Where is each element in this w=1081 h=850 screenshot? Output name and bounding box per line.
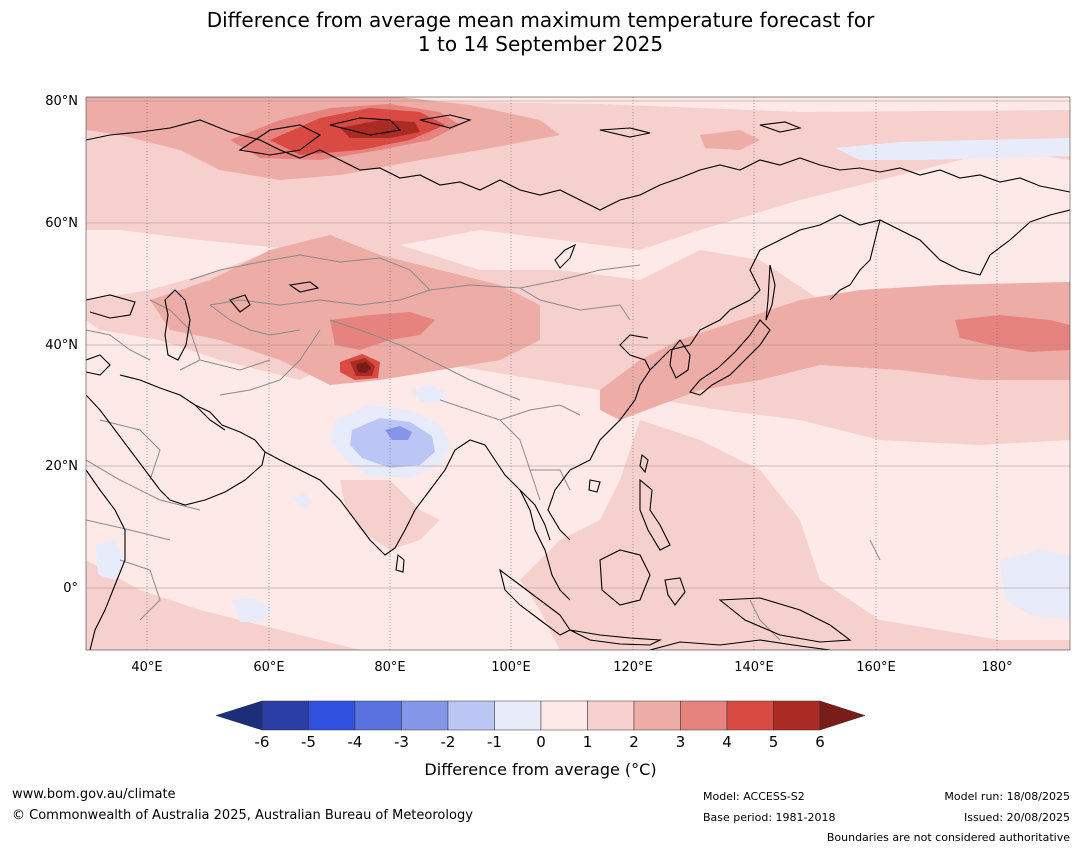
lon-tick-label: 180° <box>981 660 1013 675</box>
colorbar-over-arrow <box>819 700 866 731</box>
footer-issued: Issued: 20/08/2025 <box>963 811 1070 824</box>
colorbar-tick-label: 6 <box>815 733 825 751</box>
anomaly-minus-3-2-india <box>385 426 412 440</box>
colorbar-tick-label: 2 <box>629 733 639 751</box>
anomaly-minus-1-0-pacific-south <box>1000 550 1070 620</box>
anomaly-2-3-east-siberia <box>700 130 760 150</box>
colorbar-under-arrow <box>215 700 263 731</box>
colorbar-tick-label: -2 <box>440 733 456 751</box>
coastlines <box>86 114 1070 650</box>
anomaly-3-4-tibet <box>330 312 435 350</box>
lat-tick-label: 80°N <box>45 94 78 109</box>
anomaly-minus-1-0-africa <box>96 540 125 580</box>
colorbar-label: Difference from average (°C) <box>424 760 657 779</box>
title-line-1: Difference from average mean maximum tem… <box>206 8 875 32</box>
lon-tick-label: 160°E <box>856 660 896 675</box>
colorbar-swatch <box>447 700 495 731</box>
anomaly-1-2-south-west <box>86 560 360 650</box>
map-area <box>86 97 1070 650</box>
colorbar-tick-label: 3 <box>675 733 686 751</box>
colorbar-tick-label: 4 <box>722 733 732 751</box>
anomaly-minus-1-0-nepal <box>412 385 445 402</box>
footer-base-period: Base period: 1981-2018 <box>703 811 836 824</box>
footer-copyright: © Commonwealth of Australia 2025, Austra… <box>12 808 473 823</box>
anomaly-over-6-tibet <box>356 362 371 373</box>
colorbar-swatch <box>354 700 402 731</box>
chart-title: Difference from average mean maximum tem… <box>0 8 1081 56</box>
lon-tick-label: 40°E <box>131 660 163 675</box>
colorbar-tick-label: 5 <box>768 733 779 751</box>
colorbar-swatch <box>494 700 542 731</box>
lon-tick-label: 80°E <box>374 660 406 675</box>
anomaly-minus-2-1-india <box>350 418 435 468</box>
colorbar-swatch <box>633 700 681 731</box>
lon-tick-label: 100°E <box>491 660 531 675</box>
colorbar-swatch <box>401 700 449 731</box>
colorbar-tick-label: 1 <box>582 733 593 751</box>
colorbar-swatch <box>540 700 588 731</box>
anomaly-1-2-south-east <box>520 420 1070 650</box>
map-frame <box>85 96 1071 651</box>
colorbar-swatch <box>726 700 774 731</box>
lon-tick-label: 60°E <box>253 660 285 675</box>
colorbar-swatch <box>680 700 728 731</box>
country-boundaries <box>86 254 881 641</box>
colorbar-tick-label: -1 <box>487 733 502 751</box>
lon-tick-label: 140°E <box>734 660 774 675</box>
colorbar-tick-label: -4 <box>347 733 363 751</box>
title-line-2: 1 to 14 September 2025 <box>417 32 664 56</box>
colorbar-tick-label: -3 <box>394 733 409 751</box>
colorbar-swatch <box>261 700 309 731</box>
anomaly-3-4-pacific <box>955 315 1070 352</box>
footer-url: www.bom.gov.au/climate <box>12 787 176 802</box>
colorbar <box>215 700 866 731</box>
anomaly-minus-1-0-east-siberia <box>835 138 1070 160</box>
footer-disclaimer: Boundaries are not considered authoritat… <box>826 831 1070 844</box>
footer-model: Model: ACCESS-S2 <box>703 790 805 803</box>
colorbar-tick-label: -6 <box>254 733 270 751</box>
lat-tick-label: 40°N <box>45 338 78 353</box>
anomaly-minus-1-0-indian-ocean <box>232 598 272 622</box>
anomaly-2-3-pacific <box>600 282 1070 420</box>
lat-tick-label: 0° <box>63 581 78 596</box>
lat-tick-label: 20°N <box>45 459 78 474</box>
colorbar-swatch <box>773 700 821 731</box>
colorbar-tick-label: -5 <box>301 733 316 751</box>
colorbar-swatch <box>587 700 635 731</box>
anomaly-5-6-arctic <box>340 120 420 138</box>
lon-tick-label: 120°E <box>613 660 653 675</box>
colorbar-swatch <box>308 700 356 731</box>
anomaly-minus-1-0-arabian-sea <box>292 494 312 508</box>
lat-tick-label: 60°N <box>45 216 78 231</box>
colorbar-tick-label: 0 <box>536 733 546 751</box>
anomaly-2-3-central-asia <box>150 235 540 385</box>
footer-model-run: Model run: 18/08/2025 <box>944 790 1070 803</box>
